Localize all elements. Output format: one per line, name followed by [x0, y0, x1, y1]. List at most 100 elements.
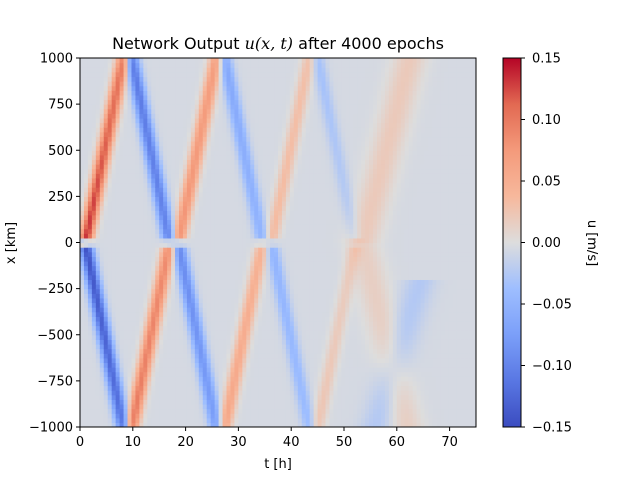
- heatmap-cell: [285, 413, 291, 419]
- heatmap-cell: [155, 422, 160, 427]
- heatmap-cell: [301, 141, 307, 147]
- heatmap-cell: [155, 260, 160, 267]
- heatmap-cell: [226, 108, 232, 114]
- heatmap-cell: [214, 293, 220, 299]
- heatmap-cell: [83, 353, 89, 359]
- heatmap-cell: [147, 67, 152, 73]
- heatmap-cell: [254, 399, 259, 405]
- heatmap-cell: [266, 339, 271, 345]
- heatmap-cell: [278, 141, 283, 147]
- heatmap-cell: [171, 214, 176, 221]
- heatmap-cell: [258, 219, 263, 225]
- heatmap-cell: [171, 131, 176, 138]
- heatmap-cell: [210, 247, 216, 253]
- heatmap-cell: [254, 214, 259, 221]
- heatmap-cell: [262, 127, 267, 133]
- heatmap-cell: [285, 408, 291, 414]
- heatmap-cell: [309, 408, 315, 414]
- heatmap-cell: [139, 131, 144, 138]
- heatmap-cell: [111, 154, 117, 161]
- heatmap-cell: [175, 408, 180, 414]
- heatmap-cell: [246, 58, 251, 64]
- heatmap-cell: [135, 237, 140, 244]
- heatmap-cell: [242, 168, 247, 174]
- heatmap-cell: [103, 353, 109, 359]
- heatmap-cell: [190, 81, 196, 87]
- heatmap-cell: [127, 367, 133, 373]
- heatmap-cell: [99, 307, 105, 313]
- heatmap-cell: [107, 256, 113, 262]
- heatmap-cell: [301, 205, 307, 211]
- heatmap-cell: [297, 256, 303, 262]
- heatmap-cell: [234, 159, 239, 165]
- heatmap-cell: [202, 81, 208, 87]
- heatmap-cell: [131, 343, 137, 350]
- heatmap-cell: [155, 145, 160, 151]
- heatmap-cell: [179, 81, 184, 87]
- heatmap-cell: [80, 307, 85, 313]
- heatmap-cell: [246, 224, 251, 230]
- heatmap-cell: [179, 150, 184, 156]
- heatmap-cell: [139, 67, 144, 73]
- heatmap-cell: [210, 224, 216, 230]
- heatmap-cell: [131, 390, 137, 396]
- heatmap-cell: [155, 76, 160, 82]
- heatmap-cell: [119, 325, 125, 331]
- heatmap-cell: [194, 394, 200, 400]
- heatmap-cell: [198, 376, 204, 382]
- heatmap-cell: [198, 187, 204, 193]
- heatmap-cell: [210, 302, 216, 308]
- heatmap-cell: [107, 422, 113, 427]
- heatmap-cell: [167, 145, 172, 151]
- heatmap-cell: [127, 247, 133, 253]
- heatmap-cell: [230, 274, 236, 280]
- heatmap-cell: [230, 279, 236, 285]
- heatmap-cell: [305, 242, 311, 248]
- heatmap-cell: [131, 168, 137, 174]
- heatmap-cell: [278, 343, 283, 350]
- heatmap-cell: [301, 348, 307, 354]
- heatmap-cell: [159, 302, 164, 308]
- heatmap-cell: [186, 90, 192, 96]
- heatmap-cell: [198, 417, 204, 423]
- heatmap-cell: [206, 288, 212, 294]
- heatmap-cell: [135, 297, 140, 304]
- heatmap-cell: [297, 127, 303, 133]
- heatmap-cell: [230, 343, 236, 350]
- heatmap-cell: [182, 399, 188, 405]
- heatmap-cell: [111, 302, 117, 308]
- heatmap-cell: [190, 362, 196, 368]
- heatmap-cell: [163, 187, 168, 193]
- heatmap-cell: [214, 408, 220, 414]
- heatmap-cell: [285, 260, 291, 267]
- heatmap-cell: [305, 200, 311, 207]
- heatmap-cell: [325, 311, 331, 317]
- heatmap-cell: [285, 205, 291, 211]
- heatmap-cell: [119, 141, 125, 147]
- heatmap-cell: [119, 394, 125, 400]
- heatmap-cell: [175, 251, 180, 257]
- heatmap-cell: [83, 339, 89, 345]
- heatmap-cell: [293, 233, 299, 239]
- chart-title: Network Output u(x, t) after 4000 epochs: [112, 34, 444, 53]
- heatmap-cell: [202, 104, 208, 110]
- heatmap-cell: [111, 385, 117, 391]
- heatmap-cell: [151, 145, 156, 151]
- heatmap-cell: [270, 260, 275, 267]
- heatmap-cell: [119, 173, 125, 179]
- heatmap-cell: [278, 288, 283, 294]
- heatmap-cell: [289, 408, 295, 414]
- heatmap-cell: [175, 200, 180, 207]
- heatmap-cell: [91, 348, 97, 354]
- heatmap-cell: [206, 141, 212, 147]
- heatmap-cell: [131, 214, 137, 221]
- heatmap-cell: [103, 154, 109, 161]
- heatmap-cell: [206, 311, 212, 317]
- heatmap-cell: [99, 136, 105, 142]
- heatmap-cell: [151, 302, 156, 308]
- heatmap-cell: [190, 168, 196, 174]
- heatmap-cell: [281, 274, 287, 280]
- heatmap-cell: [131, 196, 137, 202]
- heatmap-cell: [80, 288, 85, 294]
- heatmap-cell: [238, 270, 243, 276]
